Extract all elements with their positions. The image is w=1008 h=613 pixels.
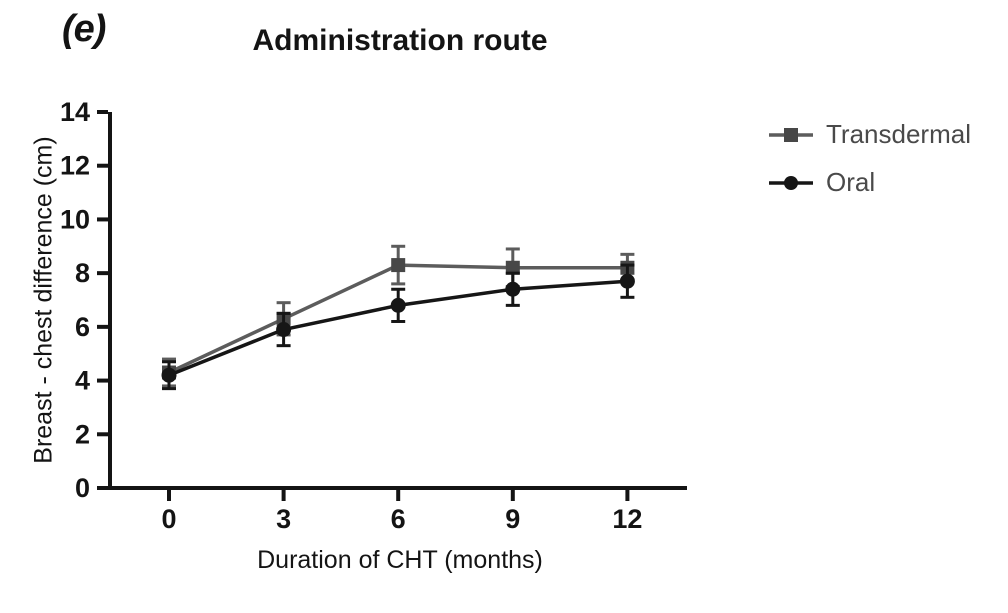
transdermal-point [505,260,520,275]
legend-label-transdermal: Transdermal [826,119,971,149]
y-tick-label: 0 [75,473,90,503]
chart-title: Administration route [252,24,548,57]
transdermal-marker-icon [769,127,813,142]
oral-point [390,297,406,313]
x-tick-label: 3 [276,504,291,534]
y-tick-label: 14 [60,97,90,127]
y-tick-label: 2 [75,419,90,449]
legend-item-transdermal: Transdermal [768,119,971,150]
oral-point [161,367,177,383]
x-axis-label: Duration of CHT (months) [257,546,543,574]
x-tick-label: 0 [161,504,176,534]
oral-marker-icon [769,175,813,190]
x-tick-label: 12 [612,504,642,534]
oral-point [619,273,635,289]
legend-label-oral: Oral [826,167,876,197]
y-tick-label: 8 [75,258,90,288]
panel-label: (e) [62,8,106,50]
x-tick-label: 9 [505,504,520,534]
transdermal-point [391,258,406,273]
oral-point [276,322,292,338]
y-tick-label: 10 [60,204,90,234]
oral-point [505,281,521,297]
legend-item-oral: Oral [768,167,971,198]
y-tick-label: 6 [75,312,90,342]
x-tick-label: 6 [391,504,406,534]
y-tick-label: 4 [75,366,90,396]
legend: Transdermal Oral [768,119,971,198]
y-tick-label: 12 [60,151,90,181]
